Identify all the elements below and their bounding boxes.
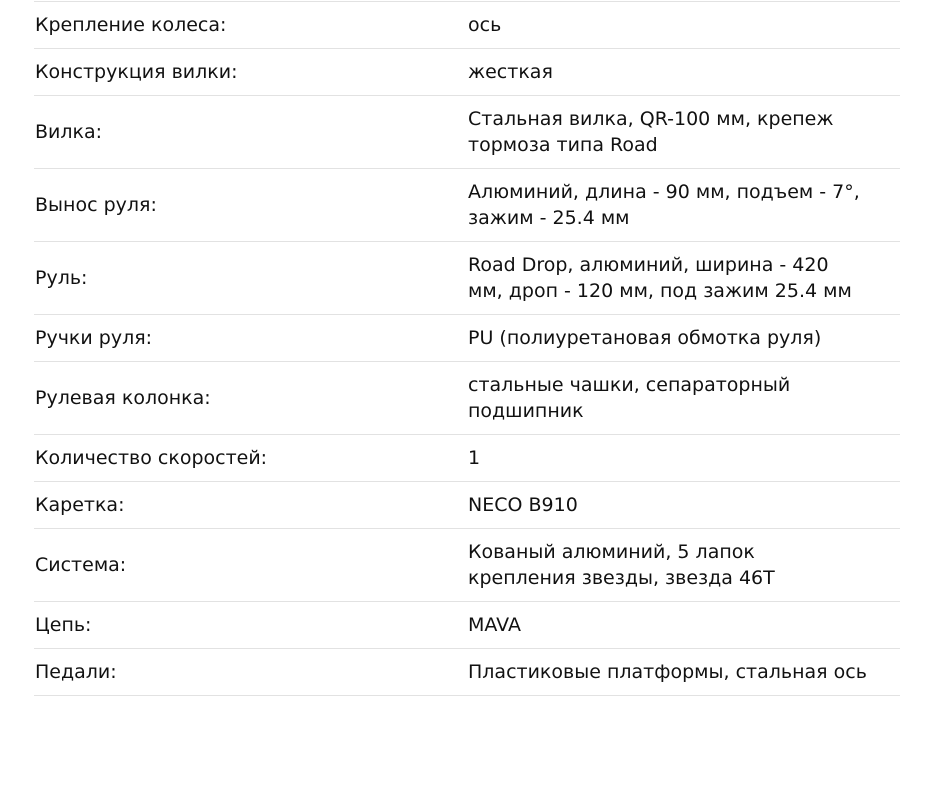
spec-row: Система: Кованый алюминий, 5 лапок крепле… — [34, 529, 900, 602]
spec-label: Ручки руля: — [35, 327, 153, 349]
spec-label: Руль: — [35, 267, 88, 289]
spec-row: Рулевая колонка: стальные чашки, сепарато… — [34, 362, 900, 435]
spec-value: Стальная вилка, QR-100 мм, крепеж тормоз… — [468, 108, 834, 156]
spec-row: Педали: Пластиковые платформы, стальная о… — [34, 649, 900, 696]
spec-label: Крепление колеса: — [35, 14, 227, 36]
spec-label: Каретка: — [35, 494, 125, 516]
spec-value: Пластиковые платформы, стальная ось — [468, 661, 867, 683]
spec-row: Крепление колеса: ось — [34, 2, 900, 49]
spec-row: Руль: Road Drop, алюминий, ширина - 420 м… — [34, 242, 900, 315]
spec-label: Цепь: — [35, 614, 92, 636]
spec-label: Рулевая колонка: — [35, 387, 211, 409]
spec-value: стальные чашки, сепараторный подшипник — [468, 374, 791, 422]
spec-value: ось — [468, 14, 502, 36]
spec-row: Количество скоростей: 1 — [34, 435, 900, 482]
spec-value: жесткая — [468, 61, 553, 83]
spec-label: Педали: — [35, 661, 117, 683]
spec-value: PU (полиуретановая обмотка руля) — [468, 327, 822, 349]
spec-value: Road Drop, алюминий, ширина - 420 мм, др… — [468, 254, 852, 302]
spec-value: 1 — [468, 447, 481, 469]
spec-row: Вилка: Стальная вилка, QR-100 мм, крепеж … — [34, 96, 900, 169]
spec-label: Вилка: — [35, 121, 103, 143]
spec-value: Алюминий, длина - 90 мм, подъем - 7°, за… — [468, 181, 860, 229]
spec-label: Вынос руля: — [35, 194, 157, 216]
spec-label: Система: — [35, 554, 127, 576]
spec-row: Вынос руля: Алюминий, длина - 90 мм, подъ… — [34, 169, 900, 242]
spec-row: Ручки руля: PU (полиуретановая обмотка ру… — [34, 315, 900, 362]
spec-value: MAVA — [468, 614, 521, 636]
spec-table: Крепление колеса: ось Конструкция вилки: же… — [34, 1, 900, 696]
spec-label: Конструкция вилки: — [35, 61, 238, 83]
spec-row: Конструкция вилки: жесткая — [34, 49, 900, 96]
spec-value: Кованый алюминий, 5 лапок крепления звез… — [468, 541, 775, 589]
spec-row: Цепь: MAVA — [34, 602, 900, 649]
spec-value: NECO B910 — [468, 494, 578, 516]
spec-label: Количество скоростей: — [35, 447, 268, 469]
spec-row: Каретка: NECO B910 — [34, 482, 900, 529]
